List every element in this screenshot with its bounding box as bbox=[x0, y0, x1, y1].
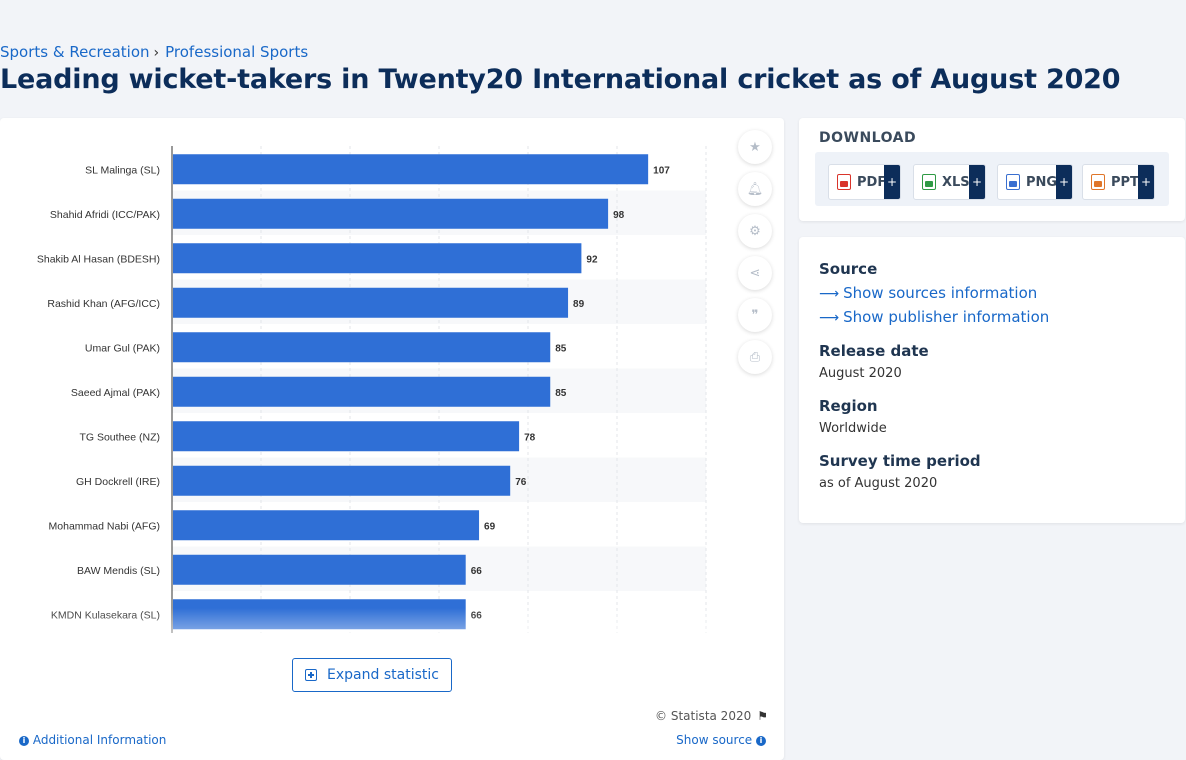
plus-icon: + bbox=[1138, 165, 1154, 199]
bar bbox=[173, 154, 649, 185]
show-sources-link[interactable]: ⟶ Show sources information bbox=[819, 284, 1037, 302]
bell-icon[interactable]: 🔔︎ bbox=[738, 172, 772, 206]
show-source-link[interactable]: Show source i bbox=[676, 733, 766, 747]
chart-toolbar: ★ 🔔︎ ⚙ ⋖ ❞ ⎙ bbox=[738, 130, 772, 382]
plus-icon: + bbox=[884, 165, 900, 199]
release-date-heading: Release date bbox=[819, 342, 929, 360]
expand-statistic-button[interactable]: Expand statistic bbox=[292, 658, 452, 692]
category-label: Rashid Khan (AFG/ICC) bbox=[47, 298, 160, 310]
gear-icon[interactable]: ⚙ bbox=[738, 214, 772, 248]
data-label: 89 bbox=[573, 299, 585, 310]
show-publisher-link[interactable]: ⟶ Show publisher information bbox=[819, 308, 1049, 326]
favorite-icon[interactable]: ★ bbox=[738, 130, 772, 164]
show-source-label: Show source bbox=[676, 733, 753, 747]
bar-chart: SL Malinga (SL) 107 Shahid Afridi (ICC/PAK… bbox=[37, 146, 707, 633]
arrow-right-icon: ⟶ bbox=[819, 286, 840, 302]
additional-information-label: Additional Information bbox=[32, 733, 167, 747]
quote-icon[interactable]: ❞ bbox=[738, 298, 772, 332]
show-sources-label: Show sources information bbox=[843, 284, 1038, 302]
download-ppt-button[interactable]: PPT + bbox=[1082, 164, 1155, 200]
category-label: Saeed Ajmal (PAK) bbox=[71, 387, 160, 399]
download-panel: DOWNLOAD PDF + XLS + PNG + PPT + bbox=[799, 118, 1185, 221]
download-png-label: PNG bbox=[1026, 174, 1058, 190]
additional-information-link[interactable]: i Additional Information bbox=[19, 733, 166, 747]
breadcrumb: Sports & Recreation › Professional Sports bbox=[0, 43, 308, 61]
bar bbox=[173, 198, 609, 229]
release-date-value: August 2020 bbox=[819, 366, 902, 381]
xls-file-icon bbox=[922, 174, 936, 190]
expand-statistic-label: Expand statistic bbox=[327, 667, 439, 683]
category-label: Mohammad Nabi (AFG) bbox=[49, 520, 160, 532]
plus-icon: + bbox=[969, 165, 985, 199]
bar bbox=[173, 287, 569, 318]
category-label: Shahid Afridi (ICC/PAK) bbox=[50, 209, 160, 221]
category-label: BAW Mendis (SL) bbox=[77, 565, 160, 577]
data-label: 85 bbox=[555, 343, 567, 354]
category-label: Shakib Al Hasan (BDESH) bbox=[37, 253, 160, 265]
survey-period-value: as of August 2020 bbox=[819, 476, 938, 491]
bar bbox=[173, 421, 520, 452]
download-png-button[interactable]: PNG + bbox=[997, 164, 1073, 200]
pdf-file-icon bbox=[837, 174, 851, 190]
chart-area: SL Malinga (SL) 107 Shahid Afridi (ICC/PAK… bbox=[0, 138, 720, 633]
region-value: Worldwide bbox=[819, 421, 887, 436]
breadcrumb-sports-recreation[interactable]: Sports & Recreation bbox=[0, 43, 150, 61]
download-xls-label: XLS bbox=[942, 174, 970, 190]
bar bbox=[173, 376, 551, 407]
copyright-notice: © Statista 2020 ⚑ bbox=[655, 709, 768, 723]
category-label: SL Malinga (SL) bbox=[85, 164, 160, 176]
download-pdf-button[interactable]: PDF + bbox=[828, 164, 901, 200]
flag-icon[interactable]: ⚑ bbox=[757, 709, 768, 723]
statistic-details-panel: Source ⟶ Show sources information ⟶ Show p… bbox=[799, 237, 1185, 523]
png-file-icon bbox=[1006, 174, 1020, 190]
data-label: 92 bbox=[586, 254, 598, 265]
data-label: 85 bbox=[555, 388, 567, 399]
info-icon: i bbox=[19, 735, 29, 746]
page-title: Leading wicket-takers in Twenty20 Intern… bbox=[0, 64, 1121, 95]
share-icon[interactable]: ⋖ bbox=[738, 256, 772, 290]
data-label: 76 bbox=[515, 477, 527, 488]
category-label: KMDN Kulasekara (SL) bbox=[51, 609, 160, 621]
bar bbox=[173, 554, 466, 585]
bar bbox=[173, 243, 582, 274]
download-xls-button[interactable]: XLS + bbox=[913, 164, 986, 200]
data-label: 107 bbox=[653, 165, 670, 176]
plus-icon: + bbox=[1056, 165, 1072, 199]
page-header bbox=[0, 0, 1186, 118]
data-label: 66 bbox=[471, 566, 483, 577]
ppt-file-icon bbox=[1091, 174, 1105, 190]
show-publisher-label: Show publisher information bbox=[843, 308, 1050, 326]
download-pdf-label: PDF bbox=[857, 174, 887, 190]
info-icon: i bbox=[756, 735, 766, 746]
category-label: TG Southee (NZ) bbox=[79, 431, 160, 443]
data-label: 98 bbox=[613, 210, 625, 221]
data-label: 78 bbox=[524, 432, 536, 443]
category-label: GH Dockrell (IRE) bbox=[76, 476, 160, 488]
category-label: Umar Gul (PAK) bbox=[85, 342, 160, 354]
region-heading: Region bbox=[819, 397, 878, 415]
source-heading: Source bbox=[819, 260, 878, 278]
breadcrumb-separator: › bbox=[153, 45, 160, 61]
expand-icon bbox=[305, 669, 318, 681]
download-ppt-label: PPT bbox=[1111, 174, 1139, 190]
breadcrumb-professional-sports[interactable]: Professional Sports bbox=[165, 43, 309, 61]
download-title: DOWNLOAD bbox=[819, 130, 917, 146]
download-buttons-row: PDF + XLS + PNG + PPT + bbox=[815, 152, 1169, 206]
print-icon[interactable]: ⎙ bbox=[738, 340, 772, 374]
data-label: 66 bbox=[471, 610, 483, 621]
survey-period-heading: Survey time period bbox=[819, 452, 981, 470]
bar bbox=[173, 599, 466, 630]
copyright-text: © Statista 2020 bbox=[655, 709, 752, 723]
arrow-right-icon: ⟶ bbox=[819, 310, 840, 326]
data-label: 69 bbox=[484, 521, 496, 532]
chart-card: SL Malinga (SL) 107 Shahid Afridi (ICC/PAK… bbox=[0, 118, 784, 760]
bar bbox=[173, 332, 551, 363]
bar bbox=[173, 510, 480, 541]
bar bbox=[173, 465, 511, 496]
